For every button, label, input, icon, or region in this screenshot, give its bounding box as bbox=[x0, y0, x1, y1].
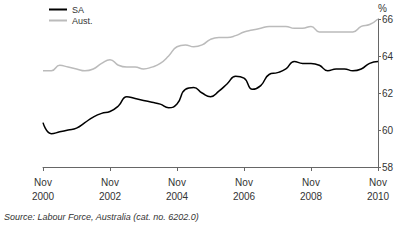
svg-text:Nov: Nov bbox=[101, 177, 119, 188]
svg-text:2006: 2006 bbox=[233, 191, 256, 202]
svg-text:%: % bbox=[378, 3, 387, 14]
svg-text:58: 58 bbox=[382, 162, 394, 173]
svg-text:2004: 2004 bbox=[166, 191, 189, 202]
svg-text:2008: 2008 bbox=[300, 191, 323, 202]
svg-text:Nov: Nov bbox=[34, 177, 52, 188]
svg-text:62: 62 bbox=[382, 88, 394, 99]
svg-text:Nov: Nov bbox=[235, 177, 253, 188]
svg-text:Nov: Nov bbox=[168, 177, 186, 188]
svg-text:2000: 2000 bbox=[32, 191, 55, 202]
svg-text:66: 66 bbox=[382, 14, 394, 25]
svg-text:Nov: Nov bbox=[369, 177, 387, 188]
svg-text:SA: SA bbox=[72, 5, 84, 15]
svg-text:2002: 2002 bbox=[99, 191, 122, 202]
svg-text:Source: Labour Force, Australi: Source: Labour Force, Australia (cat. no… bbox=[4, 212, 199, 222]
svg-text:Nov: Nov bbox=[302, 177, 320, 188]
svg-text:60: 60 bbox=[382, 125, 394, 136]
svg-text:64: 64 bbox=[382, 51, 394, 62]
svg-text:2010: 2010 bbox=[367, 191, 390, 202]
svg-text:Aust.: Aust. bbox=[72, 16, 93, 26]
